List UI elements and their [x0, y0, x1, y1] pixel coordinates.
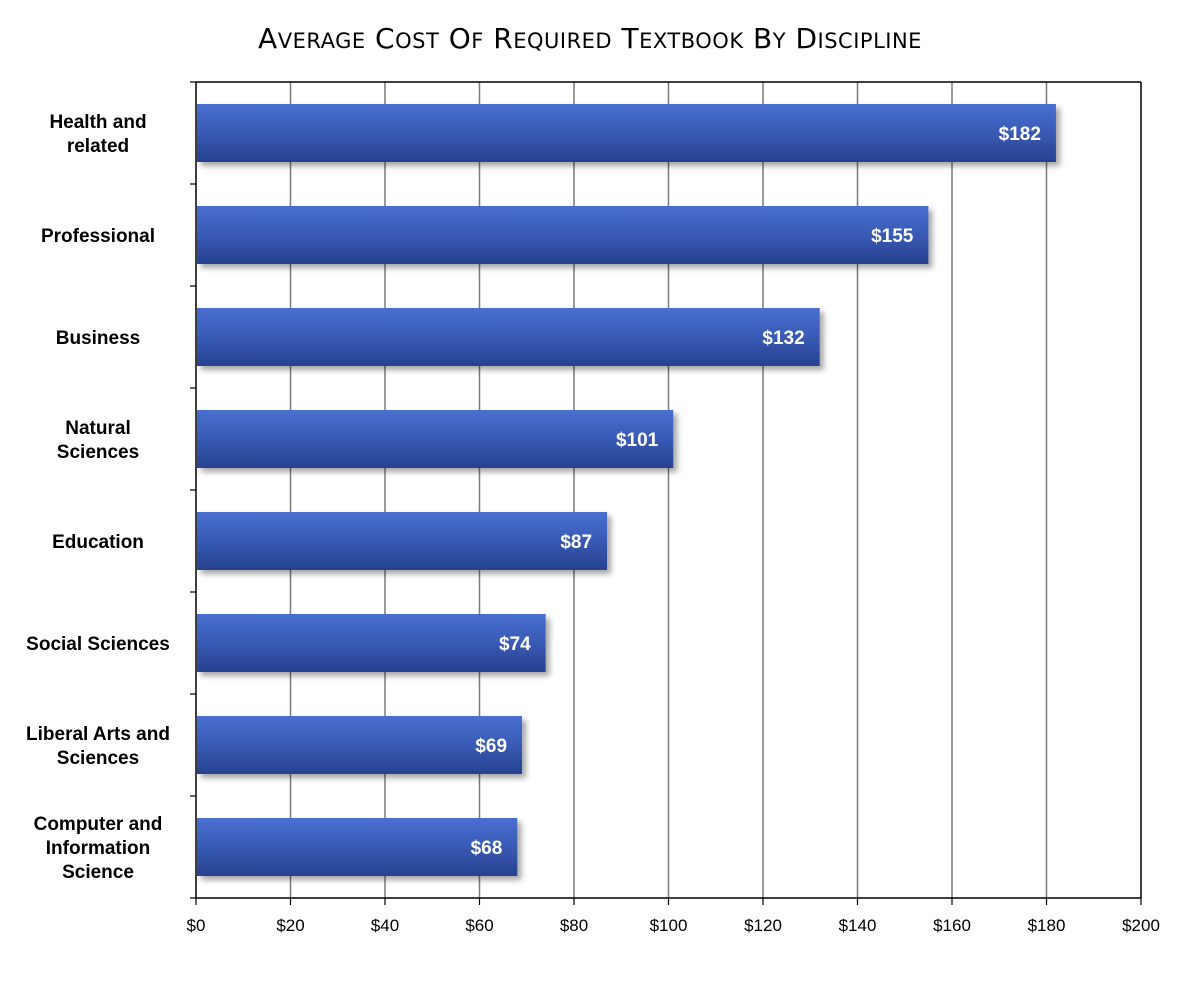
- bar: [197, 206, 929, 264]
- category-label: Natural Sciences: [57, 418, 139, 463]
- bar: [197, 512, 608, 570]
- x-tick-label: $80: [560, 916, 588, 935]
- bar: [197, 410, 674, 468]
- x-tick-label: $140: [839, 916, 877, 935]
- bar: [197, 308, 820, 366]
- x-tick-label: $160: [933, 916, 971, 935]
- data-label: $155: [871, 226, 914, 247]
- data-label: $74: [499, 634, 531, 655]
- x-tick-label: $200: [1122, 916, 1160, 935]
- x-tick-label: $0: [187, 916, 206, 935]
- bar: [197, 104, 1056, 162]
- x-tick-label: $20: [276, 916, 304, 935]
- chart-title: AVERAGE COST OF REQUIRED TEXTBOOK BY DIS…: [258, 22, 922, 55]
- x-tick-label: $40: [371, 916, 399, 935]
- category-label: Professional: [41, 226, 155, 247]
- data-label: $182: [999, 124, 1041, 145]
- data-label: $69: [475, 736, 507, 757]
- bar: [197, 614, 546, 672]
- gridlines: [289, 82, 1048, 898]
- labels: $0 $20 $40 $60 $80 $100 $120 $140 $160 $180 $200 $1…: [26, 112, 1160, 935]
- category-label: Liberal Arts and Sciences: [26, 724, 170, 769]
- bars: [197, 104, 1056, 876]
- x-tick-label: $180: [1028, 916, 1066, 935]
- data-label: $87: [560, 532, 592, 553]
- category-label: Business: [56, 328, 140, 349]
- data-label: $68: [471, 838, 503, 859]
- bar: [197, 716, 523, 774]
- x-tick-label: $120: [744, 916, 782, 935]
- category-label: Education: [52, 532, 144, 553]
- data-label: $101: [616, 430, 659, 451]
- bar: [197, 818, 518, 876]
- axes: [190, 81, 1142, 905]
- x-tick-label: $60: [465, 916, 493, 935]
- data-label: $132: [762, 328, 804, 349]
- x-tick-label: $100: [650, 916, 688, 935]
- category-label: Health and related: [49, 112, 146, 157]
- category-label: Social Sciences: [26, 634, 170, 655]
- category-label: Computer and Information Science: [34, 814, 163, 883]
